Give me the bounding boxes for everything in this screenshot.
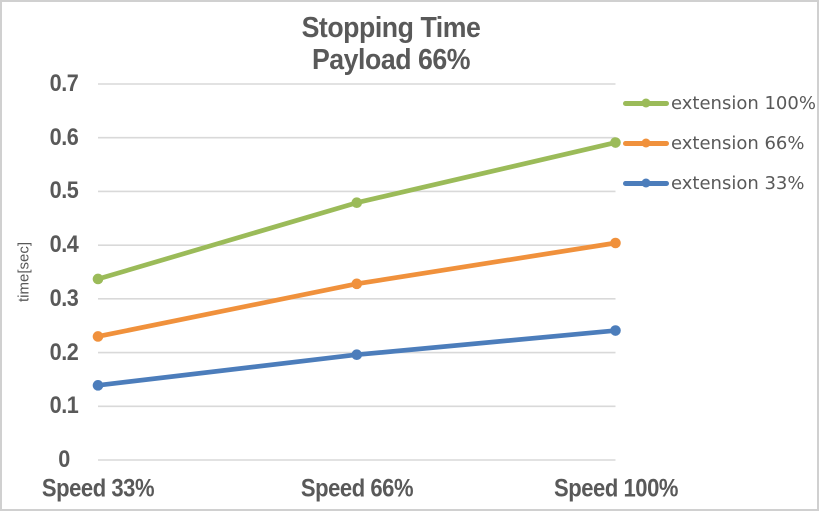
data-point-marker (610, 237, 621, 249)
data-point-marker (610, 137, 621, 148)
data-point-marker (92, 380, 104, 391)
data-point-marker (610, 325, 621, 336)
data-point-marker (92, 273, 104, 285)
data-point-marker (351, 349, 363, 361)
series-line (95, 140, 618, 282)
chart-title-block: Stopping Time Payload 66% (33, 12, 749, 76)
chart-title: Stopping Time (301, 12, 481, 44)
data-point-marker (351, 197, 363, 209)
chart-subtitle: Payload 66% (311, 44, 471, 76)
data-point-marker (92, 331, 104, 342)
data-point-marker (351, 278, 363, 290)
